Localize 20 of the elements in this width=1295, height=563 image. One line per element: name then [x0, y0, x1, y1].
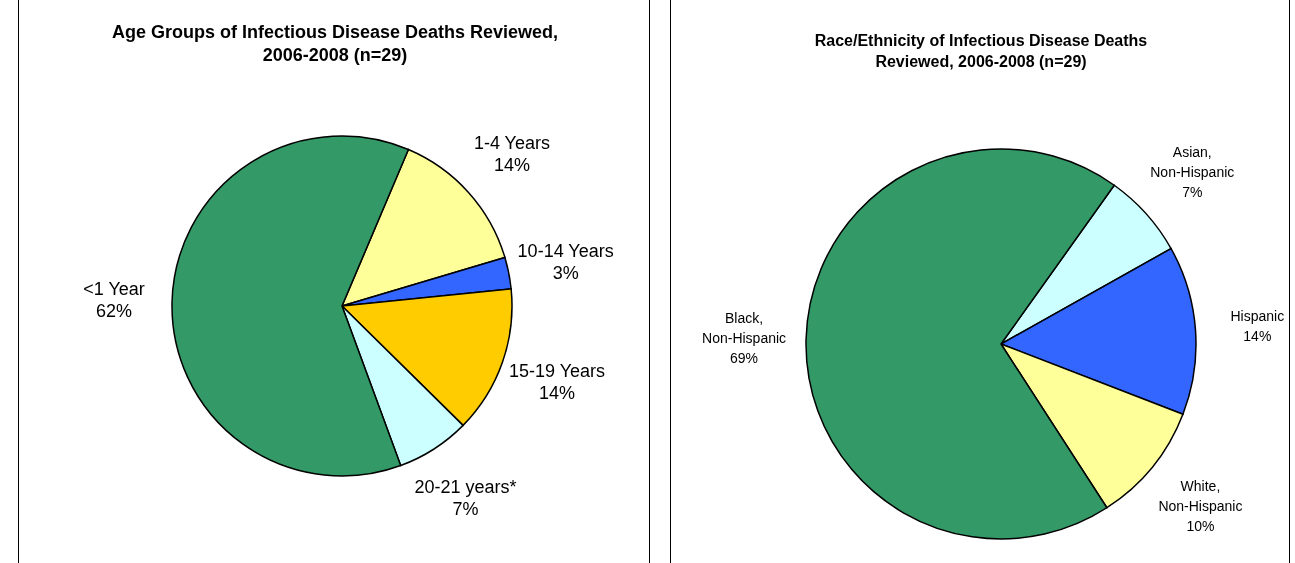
chart-title: Race/Ethnicity of Infectious Disease Deaths Reviewed, 2006-2008 (n=29)	[813, 31, 1149, 72]
data-label: 14%	[1243, 327, 1272, 344]
slice-label: 15-19 Years	[509, 360, 606, 381]
data-label: 69%	[730, 350, 759, 367]
slice-label: White, Non-Hispanic	[1158, 478, 1243, 515]
data-label: 7%	[452, 498, 479, 519]
data-label: 14%	[539, 382, 576, 403]
data-label: 62%	[96, 301, 133, 322]
data-label: 10%	[1186, 518, 1215, 535]
slice-label: Black, Non-Hispanic	[702, 310, 787, 347]
chart-title: Age Groups of Infectious Disease Deaths Reviewed, 2006-2008 (n=29)	[110, 21, 560, 68]
slice-label: Hispanic	[1230, 307, 1285, 324]
data-label: 7%	[1182, 184, 1203, 201]
slice-label: 10-14 Years	[517, 240, 614, 261]
slice-label: 1-4 Years	[473, 133, 550, 154]
data-label: 3%	[552, 262, 579, 283]
slice-label: Asian, Non-Hispanic	[1150, 144, 1235, 181]
slice-label: <1 Year	[83, 279, 145, 300]
slice-label: 20-21 years*	[414, 476, 517, 497]
data-label: 14%	[493, 155, 530, 176]
